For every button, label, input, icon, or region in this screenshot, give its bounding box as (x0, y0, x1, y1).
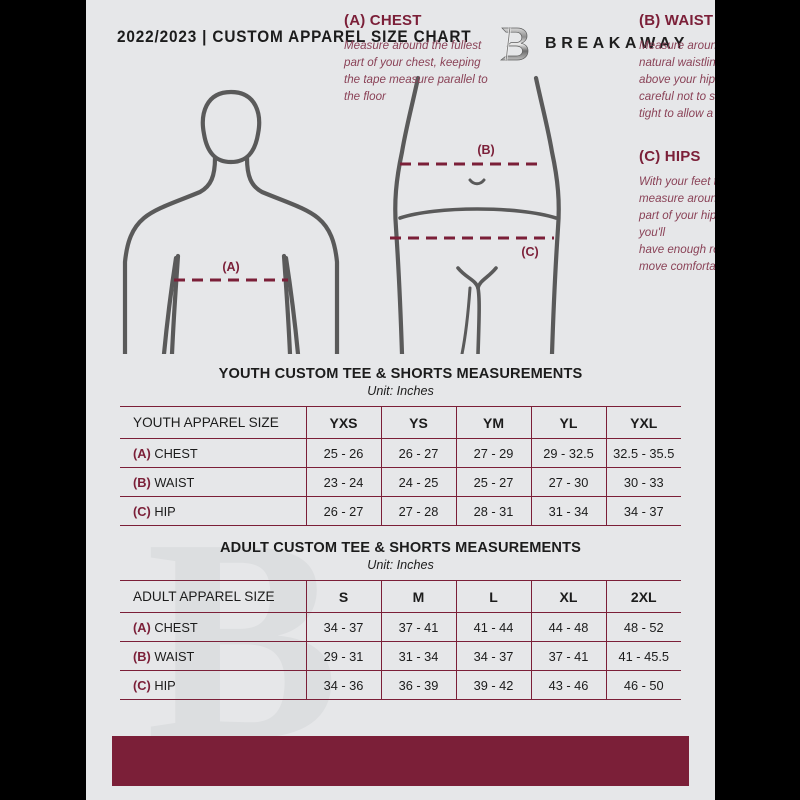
youth-row-label-2: (C) HIP (120, 496, 306, 526)
row-label: HIP (154, 677, 176, 693)
adult-size-table-section: ADULT CUSTOM TEE & SHORTS MEASUREMENTS U… (86, 540, 715, 700)
adult-cell-1-0: 29 - 31 (305, 641, 381, 671)
measurement-description-hips: With your feet together, measure around … (639, 175, 715, 274)
adult-row-label-1: (B) WAIST (120, 641, 306, 671)
adult-cell-1-4: 41 - 45.5 (605, 641, 681, 671)
measurement-description-chest: Measure around the fullest part of your … (344, 39, 488, 104)
row-tag: (A) (133, 445, 151, 461)
table-row: (B) WAIST 23 - 24 24 - 25 25 - 27 27 - 3… (120, 467, 681, 497)
adult-cell-1-2: 34 - 37 (455, 641, 531, 671)
adult-cell-0-0: 34 - 37 (305, 612, 381, 642)
table-header-row: ADULT APPAREL SIZE S M L XL 2XL (120, 580, 681, 613)
adult-cell-1-1: 31 - 34 (380, 641, 456, 671)
youth-cell-0-2: 27 - 29 (455, 438, 531, 468)
upper-body-figure: (A) (122, 89, 340, 354)
youth-cell-0-4: 32.5 - 35.5 (605, 438, 681, 468)
body-diagrams: (A) (B) (C) (86, 72, 715, 354)
youth-cell-2-3: 31 - 34 (530, 496, 606, 526)
youth-cell-2-0: 26 - 27 (305, 496, 381, 526)
adult-cell-2-1: 36 - 39 (380, 670, 456, 700)
youth-cell-0-1: 26 - 27 (380, 438, 456, 468)
youth-size-col-1: YS (380, 406, 456, 439)
youth-row-label-0: (A) CHEST (120, 438, 306, 468)
measurement-heading-hips: (C) HIPS (639, 148, 701, 165)
brand-name: BREAKAWAY (545, 35, 689, 52)
adult-size-col-4: 2XL (605, 580, 681, 613)
adult-table-title: ADULT CUSTOM TEE & SHORTS MEASUREMENTS (219, 540, 582, 556)
youth-cell-2-2: 28 - 31 (455, 496, 531, 526)
lower-body-figure: (B) (C) (390, 75, 561, 354)
row-tag: (C) (133, 503, 151, 519)
measurement-heading-waist: (B) WAIST (639, 12, 714, 29)
adult-size-col-0: S (305, 580, 381, 613)
measurement-block-waist: (B) WAIST Measure around your natural wa… (639, 12, 715, 122)
youth-row-label-1: (B) WAIST (120, 467, 306, 497)
table-row: (A) CHEST 25 - 26 26 - 27 27 - 29 29 - 3… (120, 438, 681, 468)
youth-cell-2-4: 34 - 37 (605, 496, 681, 526)
row-tag: (B) (133, 648, 151, 664)
youth-cell-1-1: 24 - 25 (380, 467, 456, 497)
table-header-row: YOUTH APPAREL SIZE YXS YS YM YL YXL (120, 406, 681, 439)
table-row: (C) HIP 26 - 27 27 - 28 28 - 31 31 - 34 … (120, 496, 681, 526)
adult-size-col-3: XL (530, 580, 606, 613)
youth-cell-1-3: 27 - 30 (530, 467, 606, 497)
youth-cell-1-4: 30 - 33 (605, 467, 681, 497)
youth-cell-1-2: 25 - 27 (455, 467, 531, 497)
row-label: WAIST (154, 474, 195, 490)
page-title: 2022/2023 | CUSTOM APPAREL SIZE CHART (117, 28, 472, 46)
adult-cell-0-2: 41 - 44 (455, 612, 531, 642)
row-label: WAIST (154, 648, 195, 664)
adult-row-label-0: (A) CHEST (120, 612, 306, 642)
measurement-block-hips: (C) HIPS With your feet together, measur… (639, 148, 715, 275)
adult-size-col-2: L (455, 580, 531, 613)
youth-cell-0-3: 29 - 32.5 (530, 438, 606, 468)
youth-size-col-4: YXL (605, 406, 681, 439)
youth-size-table: YOUTH APPAREL SIZE YXS YS YM YL YXL (A) … (120, 406, 681, 526)
adult-cell-0-4: 48 - 52 (605, 612, 681, 642)
youth-table-title: YOUTH CUSTOM TEE & SHORTS MEASUREMENTS (218, 366, 583, 382)
youth-size-header: YOUTH APPAREL SIZE (120, 406, 306, 439)
measurement-description-waist: Measure around your natural waistline – … (639, 39, 715, 121)
adult-size-col-1: M (380, 580, 456, 613)
adult-size-table: ADULT APPAREL SIZE S M L XL 2XL (A) CHES… (120, 580, 681, 700)
hips-marker-label: (C) (521, 245, 538, 259)
adult-size-header: ADULT APPAREL SIZE (120, 580, 306, 613)
youth-size-col-0: YXS (305, 406, 381, 439)
row-label: HIP (154, 503, 176, 519)
adult-cell-2-3: 43 - 46 (530, 670, 606, 700)
youth-cell-2-1: 27 - 28 (380, 496, 456, 526)
adult-table-unit: Unit: Inches (367, 558, 434, 572)
adult-cell-0-3: 44 - 48 (530, 612, 606, 642)
row-tag: (A) (133, 619, 151, 635)
row-label: CHEST (154, 445, 198, 461)
adult-cell-1-3: 37 - 41 (530, 641, 606, 671)
size-chart-page: B 2022/2023 | CUSTOM APPAREL SIZE CHART (86, 0, 715, 800)
adult-cell-0-1: 37 - 41 (380, 612, 456, 642)
youth-size-col-3: YL (530, 406, 606, 439)
waist-marker-label: (B) (477, 143, 494, 157)
youth-cell-1-0: 23 - 24 (305, 467, 381, 497)
row-tag: (C) (133, 677, 151, 693)
measurement-block-chest: (A) CHEST Measure around the fullest par… (344, 12, 494, 105)
measurement-heading-chest: (A) CHEST (344, 12, 422, 29)
chest-marker-label: (A) (222, 260, 239, 274)
footer-bar (112, 736, 689, 786)
youth-cell-0-0: 25 - 26 (305, 438, 381, 468)
table-row: (B) WAIST 29 - 31 31 - 34 34 - 37 37 - 4… (120, 641, 681, 671)
breakaway-b-monogram-icon (500, 26, 529, 62)
row-tag: (B) (133, 474, 151, 490)
brand-lockup: BREAKAWAY (497, 24, 689, 64)
adult-cell-2-4: 46 - 50 (605, 670, 681, 700)
adult-cell-2-2: 39 - 42 (455, 670, 531, 700)
youth-size-col-2: YM (455, 406, 531, 439)
row-label: CHEST (154, 619, 198, 635)
youth-size-table-section: YOUTH CUSTOM TEE & SHORTS MEASUREMENTS U… (86, 366, 715, 526)
page-header: 2022/2023 | CUSTOM APPAREL SIZE CHART BR… (86, 26, 715, 62)
table-row: (A) CHEST 34 - 37 37 - 41 41 - 44 44 - 4… (120, 612, 681, 642)
youth-table-unit: Unit: Inches (367, 384, 434, 398)
table-row: (C) HIP 34 - 36 36 - 39 39 - 42 43 - 46 … (120, 670, 681, 700)
adult-cell-2-0: 34 - 36 (305, 670, 381, 700)
adult-row-label-2: (C) HIP (120, 670, 306, 700)
